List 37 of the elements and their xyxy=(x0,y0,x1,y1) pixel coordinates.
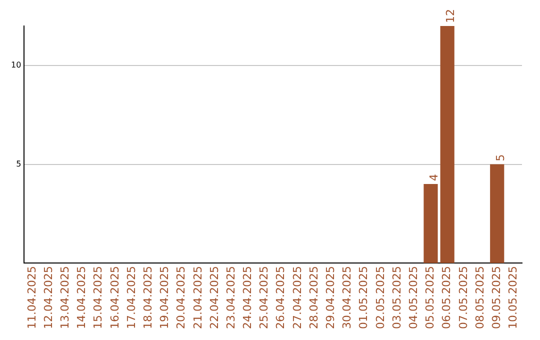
data-label: 12 xyxy=(444,9,458,23)
x-tick-label: 06.05.2025 xyxy=(440,266,454,330)
x-tick-label: 03.05.2025 xyxy=(390,266,404,330)
x-tick-label: 02.05.2025 xyxy=(374,266,387,330)
x-tick-label: 29.04.2025 xyxy=(324,266,338,330)
x-tick-label: 19.04.2025 xyxy=(158,266,172,330)
x-tick-label: 20.04.2025 xyxy=(174,266,188,330)
x-tick-label: 17.04.2025 xyxy=(124,266,138,330)
x-tick-label: 23.04.2025 xyxy=(224,266,238,330)
x-tick-label: 14.04.2025 xyxy=(75,266,88,330)
x-tick-label: 07.05.2025 xyxy=(456,266,470,330)
y-tick-label: 10 xyxy=(10,60,22,70)
x-tick-label: 05.05.2025 xyxy=(424,266,437,330)
x-tick-label: 12.04.2025 xyxy=(42,266,55,330)
x-tick-label: 04.05.2025 xyxy=(407,266,420,330)
bar xyxy=(490,164,504,264)
x-tick-label: 28.04.2025 xyxy=(307,266,320,330)
x-tick-label: 26.04.2025 xyxy=(274,266,288,330)
x-tick-label: 10.05.2025 xyxy=(506,266,520,330)
data-label: 4 xyxy=(428,174,441,182)
x-tick-label: 24.04.2025 xyxy=(241,266,254,330)
x-tick-label: 15.04.2025 xyxy=(92,266,105,330)
x-tick-label: 21.04.2025 xyxy=(191,266,204,330)
bar xyxy=(440,26,454,264)
bar xyxy=(424,184,438,264)
x-tick-label: 09.05.2025 xyxy=(490,266,503,330)
x-tick-label: 25.04.2025 xyxy=(258,266,271,330)
x-tick-label: 01.05.2025 xyxy=(357,266,370,330)
x-tick-label: 30.04.2025 xyxy=(340,266,354,330)
x-tick-label: 27.04.2025 xyxy=(290,266,304,330)
x-tick-label: 22.04.2025 xyxy=(208,266,221,330)
x-tick-label: 08.05.2025 xyxy=(473,266,486,330)
x-tick-label: 11.04.2025 xyxy=(25,266,38,330)
x-tick-label: 18.04.2025 xyxy=(141,266,154,330)
x-tick-label: 16.04.2025 xyxy=(108,266,122,330)
data-label: 5 xyxy=(494,154,507,162)
x-tick-label: 13.04.2025 xyxy=(58,266,72,330)
